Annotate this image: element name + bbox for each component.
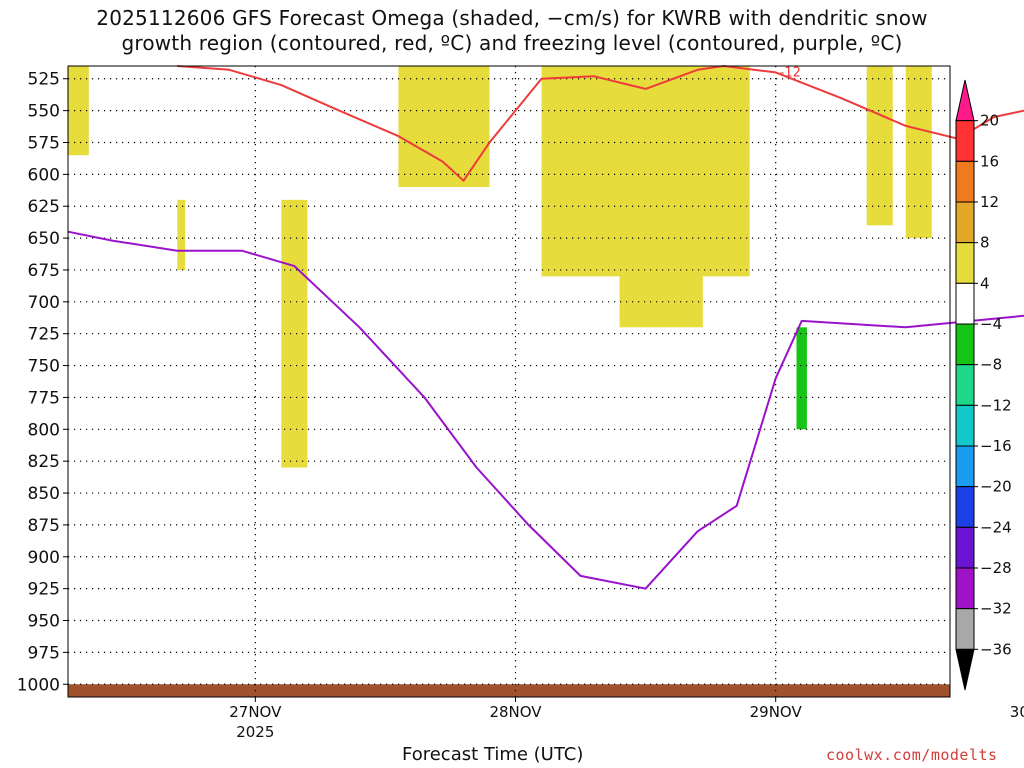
contour-label-0: -12 (780, 65, 801, 80)
plot-frame (67, 65, 951, 698)
colorbar-bin-10 (955, 486, 975, 528)
y-tick-label-900: 900 (28, 548, 60, 568)
y-tick-label-975: 975 (28, 643, 60, 663)
colorbar-label-7: −12 (980, 396, 1012, 414)
colorbar-label-12: −32 (980, 600, 1012, 618)
y-tick-label-625: 625 (28, 197, 60, 217)
chart-title: 2025112606 GFS Forecast Omega (shaded, −… (0, 6, 1024, 56)
colorbar-label-6: −8 (980, 356, 1002, 374)
colorbar-label-2: 12 (980, 193, 999, 211)
contour-line-0 (177, 65, 1024, 182)
x-tick-label-29NOV: 29NOV (750, 703, 803, 721)
omega-region-12 (796, 327, 807, 430)
x-tick-label-28NOV: 28NOV (489, 703, 542, 721)
omega-region-6 (866, 66, 893, 226)
ground-layer (68, 684, 950, 697)
title-line-2: growth region (contoured, red, ºC) and f… (121, 31, 903, 55)
y-tick-label-825: 825 (28, 452, 60, 472)
y-tick-label-675: 675 (28, 261, 60, 281)
y-tick-label-600: 600 (28, 165, 60, 185)
x-axis-title: Forecast Time (UTC) (402, 744, 584, 765)
colorbar-bin-1 (955, 120, 975, 162)
y-tick-label-925: 925 (28, 580, 60, 600)
colorbar-bin-2 (955, 160, 975, 203)
colorbar-bottom-arrow (955, 648, 975, 691)
colorbar-bin-13 (955, 608, 975, 650)
colorbar-label-11: −28 (980, 559, 1012, 577)
y-tick-label-775: 775 (28, 388, 60, 408)
contour-layer: -12-120 (67, 65, 1024, 590)
y-tick-label-875: 875 (28, 516, 60, 536)
colorbar-bin-5 (955, 282, 975, 325)
omega-shading-layer (68, 66, 932, 468)
omega-region-1 (177, 199, 186, 270)
contour-line-2 (67, 230, 1024, 590)
colorbar-label-5: −4 (980, 315, 1002, 333)
y-tick-label-950: 950 (28, 612, 60, 632)
title-line-1: 2025112606 GFS Forecast Omega (shaded, −… (96, 6, 928, 30)
colorbar-bin-8 (955, 404, 975, 447)
colorbar-bin-12 (955, 567, 975, 610)
colorbar: 20 16 12 8 4 −4 −8 −12 −16 −20 −24 −28 −32 −36 (955, 79, 1012, 691)
y-tick-label-575: 575 (28, 133, 60, 153)
colorbar-bin-7 (955, 364, 975, 406)
colorbar-top-arrow (955, 79, 975, 122)
omega-region-2 (281, 199, 308, 468)
omega-region-5 (619, 238, 703, 328)
colorbar-label-8: −16 (980, 437, 1012, 455)
x-tick-label-27NOV: 27NOV (229, 703, 282, 721)
colorbar-bin-6 (955, 323, 975, 366)
colorbar-label-4: 4 (980, 274, 990, 292)
credit-link[interactable]: coolwx.com/modelts (826, 746, 998, 764)
omega-region-3 (398, 66, 490, 188)
y-tick-label-650: 650 (28, 229, 60, 249)
colorbar-label-13: −36 (980, 640, 1012, 658)
y-tick-label-700: 700 (28, 293, 60, 313)
colorbar-label-1: 16 (980, 152, 999, 170)
y-tick-label-800: 800 (28, 420, 60, 440)
colorbar-bin-11 (955, 526, 975, 569)
y-tick-label-725: 725 (28, 325, 60, 345)
colorbar-label-3: 8 (980, 234, 990, 252)
omega-region-7 (905, 66, 932, 239)
colorbar-label-9: −20 (980, 478, 1012, 496)
y-tick-label-850: 850 (28, 484, 60, 504)
x-axis: 27NOV202528NOV29NOV30NOV1DEC2DEC3DEC (229, 697, 1024, 741)
ground-surface (68, 684, 950, 697)
x-tick-label-30NOV: 30NOV (1010, 703, 1024, 721)
colorbar-bin-3 (955, 201, 975, 244)
omega-region-0 (68, 66, 89, 156)
y-tick-label-1000: 1000 (17, 675, 60, 695)
y-tick-label-525: 525 (28, 70, 60, 90)
colorbar-label-10: −24 (980, 518, 1012, 536)
colorbar-bin-9 (955, 445, 975, 488)
x-tick-sublabel-27NOV: 2025 (236, 723, 274, 741)
colorbar-label-0: 20 (980, 112, 999, 130)
y-axis: 525 550 575 600 625 650 675 700 725 750 775 800 825 8… (17, 70, 68, 695)
y-tick-label-750: 750 (28, 357, 60, 377)
colorbar-bin-4 (955, 242, 975, 284)
y-tick-label-550: 550 (28, 102, 60, 122)
